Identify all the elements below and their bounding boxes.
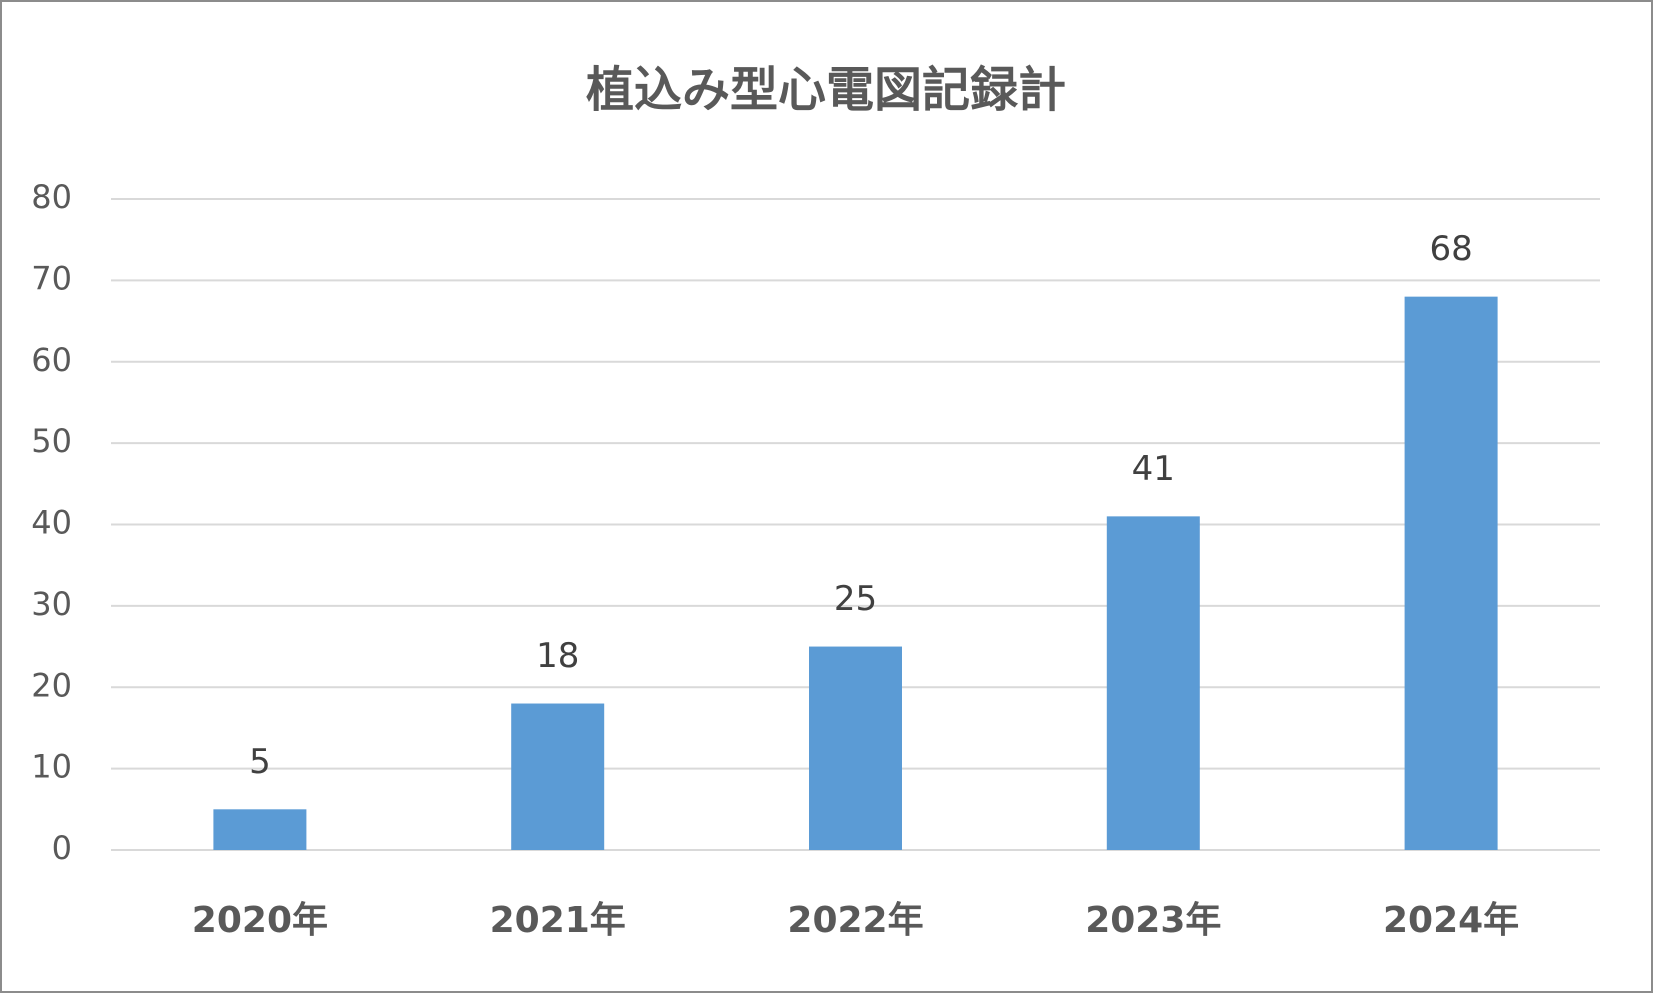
- bar: [1106, 516, 1200, 850]
- bar: [1404, 296, 1498, 850]
- y-tick-label: 10: [31, 748, 72, 786]
- y-tick-label: 20: [31, 666, 72, 704]
- value-label: 25: [834, 579, 877, 619]
- x-tick-label: 2023年: [1085, 900, 1221, 941]
- bar: [511, 703, 605, 850]
- value-label: 41: [1132, 449, 1175, 489]
- bar: [809, 646, 902, 850]
- value-label: 5: [249, 742, 271, 782]
- y-tick-label: 70: [31, 259, 72, 297]
- y-tick-label: 0: [52, 829, 72, 867]
- y-tick-label: 40: [31, 504, 72, 542]
- bar: [213, 809, 307, 850]
- value-label: 18: [536, 636, 579, 676]
- x-tick-label: 2022年: [787, 900, 923, 941]
- y-tick-label: 60: [31, 341, 72, 379]
- y-tick-label: 50: [31, 422, 72, 460]
- x-tick-label: 2024年: [1383, 900, 1519, 941]
- y-tick-label: 80: [31, 178, 72, 216]
- y-tick-label: 30: [31, 585, 72, 623]
- value-label: 68: [1429, 229, 1472, 269]
- x-tick-label: 2021年: [490, 900, 626, 941]
- chart-title: 植込み型心電図記録計: [586, 62, 1066, 118]
- x-tick-label: 2020年: [192, 900, 328, 941]
